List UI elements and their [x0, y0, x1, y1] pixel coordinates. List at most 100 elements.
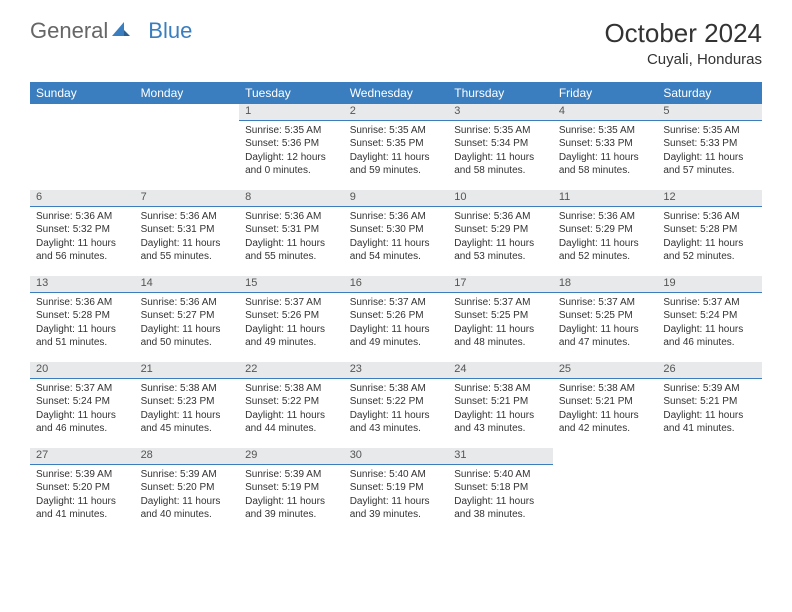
day-content-cell: Sunrise: 5:35 AMSunset: 5:34 PMDaylight:… — [448, 120, 553, 190]
sunset-text: Sunset: 5:35 PM — [350, 137, 443, 151]
daylight-text: Daylight: 11 hours and 55 minutes. — [245, 237, 338, 264]
sunset-text: Sunset: 5:29 PM — [559, 223, 652, 237]
sunset-text: Sunset: 5:32 PM — [36, 223, 129, 237]
day-content-cell: Sunrise: 5:36 AMSunset: 5:32 PMDaylight:… — [30, 206, 135, 276]
sunset-text: Sunset: 5:22 PM — [350, 395, 443, 409]
month-title: October 2024 — [604, 18, 762, 49]
day-content-row: Sunrise: 5:35 AMSunset: 5:36 PMDaylight:… — [30, 120, 762, 190]
day-number-row: 6789101112 — [30, 190, 762, 206]
day-content-cell: Sunrise: 5:36 AMSunset: 5:31 PMDaylight:… — [239, 206, 344, 276]
sunrise-text: Sunrise: 5:39 AM — [245, 468, 338, 482]
daylight-text: Daylight: 11 hours and 52 minutes. — [559, 237, 652, 264]
day-header: Saturday — [657, 82, 762, 104]
day-content-cell: Sunrise: 5:37 AMSunset: 5:24 PMDaylight:… — [657, 292, 762, 362]
day-content-cell: Sunrise: 5:36 AMSunset: 5:29 PMDaylight:… — [448, 206, 553, 276]
day-header: Thursday — [448, 82, 553, 104]
day-content-cell: Sunrise: 5:36 AMSunset: 5:29 PMDaylight:… — [553, 206, 658, 276]
day-number-cell: 18 — [553, 276, 658, 292]
day-number-cell: 12 — [657, 190, 762, 206]
day-number-cell: 14 — [135, 276, 240, 292]
day-number-cell: 4 — [553, 104, 658, 120]
day-content-row: Sunrise: 5:39 AM Sunset: 5:20 PM Daylight:… — [30, 464, 762, 534]
daylight-text: Daylight: 11 hours and 39 minutes. — [350, 495, 443, 522]
sunset-text: Sunset: 5:20 PM — [36, 481, 129, 495]
day-content-cell: Sunrise: 5:37 AMSunset: 5:26 PMDaylight:… — [239, 292, 344, 362]
sunrise-text: Sunrise: 5:36 AM — [141, 296, 234, 310]
title-block: October 2024 Cuyali, Honduras — [604, 18, 762, 68]
sunrise-text: Sunrise: 5:38 AM — [245, 382, 338, 396]
day-number-cell: 7 — [135, 190, 240, 206]
day-number-cell: 28 — [135, 448, 240, 464]
sunrise-text: Sunrise: 5:36 AM — [245, 210, 338, 224]
day-number-row: 13141516171819 — [30, 276, 762, 292]
daylight-text: Daylight: 11 hours and 46 minutes. — [36, 409, 129, 436]
day-number-cell: 27 — [30, 448, 135, 464]
day-content-cell: Sunrise: 5:36 AMSunset: 5:30 PMDaylight:… — [344, 206, 449, 276]
daylight-text: Daylight: 11 hours and 47 minutes. — [559, 323, 652, 350]
day-number-cell — [553, 448, 658, 464]
day-number-cell — [30, 104, 135, 120]
day-number-cell: 16 — [344, 276, 449, 292]
daylight-text: Daylight: 11 hours and 39 minutes. — [245, 495, 338, 522]
day-number-cell: 30 — [344, 448, 449, 464]
day-content-cell: Sunrise: 5:38 AMSunset: 5:22 PMDaylight:… — [344, 378, 449, 448]
daylight-text: Daylight: 11 hours and 52 minutes. — [663, 237, 756, 264]
day-content-cell: Sunrise: 5:40 AMSunset: 5:18 PMDaylight:… — [448, 464, 553, 534]
day-content-cell — [553, 464, 658, 534]
sunrise-text: Sunrise: 5:36 AM — [663, 210, 756, 224]
sunrise-text: Sunrise: 5:39 AM — [663, 382, 756, 396]
day-content-cell: Sunrise: 5:40 AMSunset: 5:19 PMDaylight:… — [344, 464, 449, 534]
calendar-header: SundayMondayTuesdayWednesdayThursdayFrid… — [30, 82, 762, 104]
daylight-text: Daylight: 11 hours and 56 minutes. — [36, 237, 129, 264]
sunrise-text: Sunrise: 5:39 AM — [141, 468, 234, 482]
day-number-cell: 3 — [448, 104, 553, 120]
daylight-text: Daylight: 11 hours and 44 minutes. — [245, 409, 338, 436]
daylight-text: Daylight: 11 hours and 55 minutes. — [141, 237, 234, 264]
day-number-cell: 21 — [135, 362, 240, 378]
day-number-cell: 31 — [448, 448, 553, 464]
sunset-text: Sunset: 5:18 PM — [454, 481, 547, 495]
day-content-cell: Sunrise: 5:37 AMSunset: 5:25 PMDaylight:… — [553, 292, 658, 362]
day-number-row: 2728293031 — [30, 448, 762, 464]
daylight-text: Daylight: 11 hours and 48 minutes. — [454, 323, 547, 350]
daylight-text: Daylight: 12 hours and 0 minutes. — [245, 151, 338, 178]
sunset-text: Sunset: 5:24 PM — [663, 309, 756, 323]
day-content-cell: Sunrise: 5:36 AMSunset: 5:28 PMDaylight:… — [30, 292, 135, 362]
day-content-cell: Sunrise: 5:38 AMSunset: 5:21 PMDaylight:… — [448, 378, 553, 448]
day-content-cell: Sunrise: 5:36 AMSunset: 5:27 PMDaylight:… — [135, 292, 240, 362]
sunrise-text: Sunrise: 5:35 AM — [245, 124, 338, 138]
sunset-text: Sunset: 5:26 PM — [245, 309, 338, 323]
day-content-cell — [30, 120, 135, 190]
sunrise-text: Sunrise: 5:38 AM — [350, 382, 443, 396]
day-header: Sunday — [30, 82, 135, 104]
day-content-cell — [135, 120, 240, 190]
sunrise-text: Sunrise: 5:37 AM — [36, 382, 129, 396]
sunrise-text: Sunrise: 5:35 AM — [454, 124, 547, 138]
sunset-text: Sunset: 5:36 PM — [245, 137, 338, 151]
day-number-cell: 13 — [30, 276, 135, 292]
day-number-cell: 8 — [239, 190, 344, 206]
sunset-text: Sunset: 5:25 PM — [559, 309, 652, 323]
sunrise-text: Sunrise: 5:36 AM — [454, 210, 547, 224]
day-content-row: Sunrise: 5:36 AMSunset: 5:28 PMDaylight:… — [30, 292, 762, 362]
sunset-text: Sunset: 5:28 PM — [663, 223, 756, 237]
day-header: Friday — [553, 82, 658, 104]
day-content-cell: Sunrise: 5:35 AMSunset: 5:33 PMDaylight:… — [553, 120, 658, 190]
day-number-cell: 10 — [448, 190, 553, 206]
sunset-text: Sunset: 5:27 PM — [141, 309, 234, 323]
day-content-cell: Sunrise: 5:37 AMSunset: 5:26 PMDaylight:… — [344, 292, 449, 362]
day-content-cell: Sunrise: 5:35 AMSunset: 5:33 PMDaylight:… — [657, 120, 762, 190]
day-number-cell: 17 — [448, 276, 553, 292]
daylight-text: Daylight: 11 hours and 59 minutes. — [350, 151, 443, 178]
day-number-row: 20212223242526 — [30, 362, 762, 378]
day-content-cell: Sunrise: 5:36 AMSunset: 5:28 PMDaylight:… — [657, 206, 762, 276]
day-number-cell: 23 — [344, 362, 449, 378]
day-header: Wednesday — [344, 82, 449, 104]
sunrise-text: Sunrise: 5:40 AM — [350, 468, 443, 482]
daylight-text: Daylight: 11 hours and 41 minutes. — [663, 409, 756, 436]
day-number-cell — [657, 448, 762, 464]
day-number-cell: 2 — [344, 104, 449, 120]
sunrise-text: Sunrise: 5:37 AM — [663, 296, 756, 310]
sunset-text: Sunset: 5:25 PM — [454, 309, 547, 323]
sunset-text: Sunset: 5:19 PM — [245, 481, 338, 495]
